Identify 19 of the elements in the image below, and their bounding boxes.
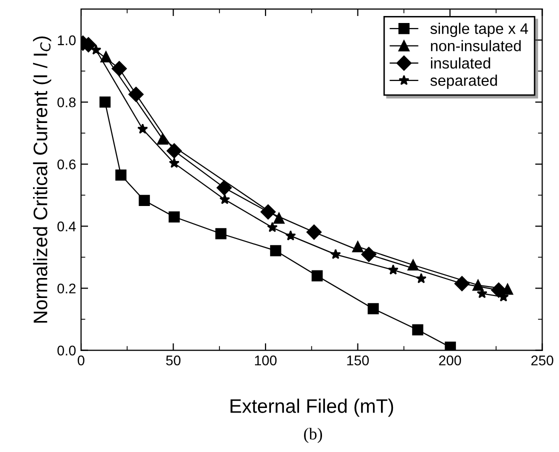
y-tick-label: 0.8 <box>57 97 76 108</box>
y-tick-label: 0.0 <box>57 346 76 356</box>
legend-label: insulated <box>430 57 490 69</box>
legend-label: single tape x 4 <box>430 22 528 38</box>
y-tick-label: 0.2 <box>57 284 76 294</box>
x-tick-label: 0 <box>78 356 84 366</box>
y-axis-title: Normalized Critical Current (I / I$_{C}$) <box>33 36 52 323</box>
x-tick-label: 100 <box>255 356 277 366</box>
x-tick-label: 150 <box>347 356 369 366</box>
y-tick-label: 0.6 <box>57 159 76 170</box>
x-tick-label: 250 <box>531 356 554 366</box>
legend-label: non-insulated <box>430 40 521 52</box>
y-tick-label: 0.4 <box>57 222 76 232</box>
x-tick-label: 200 <box>439 356 462 366</box>
x-axis-title: External Filed (mT) <box>230 398 394 417</box>
text: (b) <box>304 428 322 443</box>
y-tick-label: 1.0 <box>58 35 76 46</box>
legend-label: separated <box>430 74 497 89</box>
x-tick-label: 50 <box>166 356 180 366</box>
